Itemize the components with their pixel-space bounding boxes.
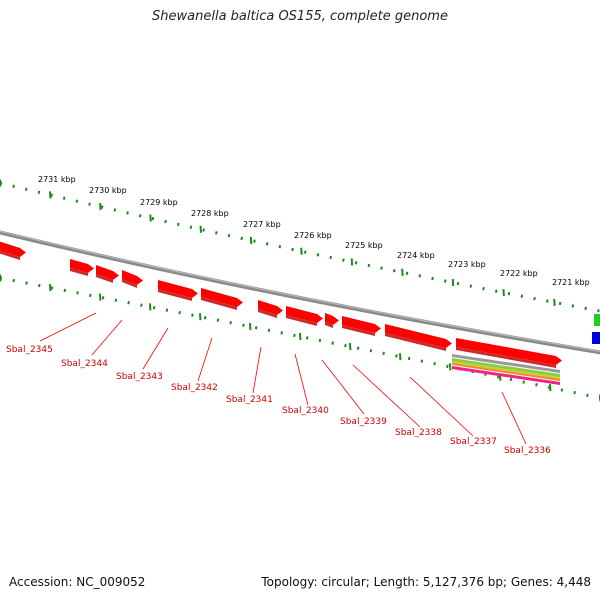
gene-arrow [96, 265, 119, 280]
gene-arrow [286, 306, 323, 323]
gene-arrow-shadow [158, 289, 192, 301]
gene-arrow [456, 338, 562, 365]
feature-blue [592, 332, 600, 344]
gene-label: Sbal_2342 [171, 383, 218, 393]
gene-arrow [158, 280, 198, 298]
kbp-label: 2727 kbp [243, 220, 281, 229]
kbp-label: 2728 kbp [191, 209, 229, 218]
gene-arrow [122, 270, 143, 285]
outer-scale-ticks [0, 179, 556, 306]
gene-label: Sbal_2336 [504, 446, 551, 456]
gene-labels: Sbal_2345 Sbal_2344 Sbal_2343 Sbal_2342 … [6, 345, 551, 456]
gene-arrow-shadow [0, 250, 20, 260]
gene-arrow-shadow [286, 315, 317, 326]
feature-bar-yellow [452, 361, 560, 379]
kbp-label: 2725 kbp [345, 241, 383, 250]
outer-scale-dots [0, 181, 600, 313]
feature-green [594, 314, 600, 326]
gene-arrow [258, 300, 283, 315]
gene-arrow [325, 313, 339, 325]
gene-arrow-shadow [342, 325, 375, 336]
backbone-ring-highlight [0, 230, 600, 352]
feature-bar-green [452, 358, 560, 377]
gene-arrow-shadow [456, 347, 556, 368]
gene-arrow [0, 241, 26, 257]
kbp-label: 2731 kbp [38, 175, 76, 184]
gene-arrow-shadow [258, 309, 277, 318]
gene-arrow [201, 288, 243, 307]
gene-label: Sbal_2343 [116, 372, 163, 382]
gene-label: Sbal_2340 [282, 406, 329, 416]
gene-arrow-shadow [70, 268, 88, 276]
feature-bar-grey [452, 354, 560, 373]
kbp-label: 2726 kbp [294, 231, 332, 240]
kbp-label: 2723 kbp [448, 260, 486, 269]
gene-label: Sbal_2339 [340, 417, 387, 427]
feature-stack [452, 354, 560, 385]
map-title: Shewanella baltica OS155, complete genom… [152, 9, 448, 24]
gene-track [0, 241, 562, 368]
gene-label: Sbal_2345 [6, 345, 53, 355]
kbp-label: 2730 kbp [89, 186, 127, 195]
kbp-label: 2729 kbp [140, 198, 178, 207]
gene-arrow-shadow [385, 333, 446, 351]
gene-label: Sbal_2344 [61, 359, 108, 369]
kbp-labels: 2731 kbp 2730 kbp 2729 kbp 2728 kbp 2727… [38, 175, 590, 287]
kbp-label: 2724 kbp [397, 251, 435, 260]
gene-label: Sbal_2337 [450, 437, 497, 447]
gene-arrow-shadow [201, 297, 237, 310]
accession-label: Accession: NC_009052 [9, 575, 146, 589]
gene-arrow-shadow [325, 322, 333, 328]
gene-arrow [70, 259, 94, 273]
gene-arrow [342, 316, 381, 333]
gene-arrow-shadow [96, 274, 113, 283]
gene-arrow-shadow [122, 279, 137, 288]
genome-summary: Topology: circular; Length: 5,127,376 bp… [261, 575, 591, 589]
gene-arrow [385, 324, 452, 348]
inner-scale-ticks [0, 274, 600, 402]
gene-label: Sbal_2341 [226, 395, 273, 405]
backbone-ring [0, 230, 600, 355]
kbp-label: 2721 kbp [552, 278, 590, 287]
kbp-label: 2722 kbp [500, 269, 538, 278]
gene-leader-lines [39, 312, 527, 445]
feature-bar-magenta [452, 366, 560, 385]
feature-bar-orange [452, 363, 560, 381]
gene-label: Sbal_2338 [395, 428, 442, 438]
